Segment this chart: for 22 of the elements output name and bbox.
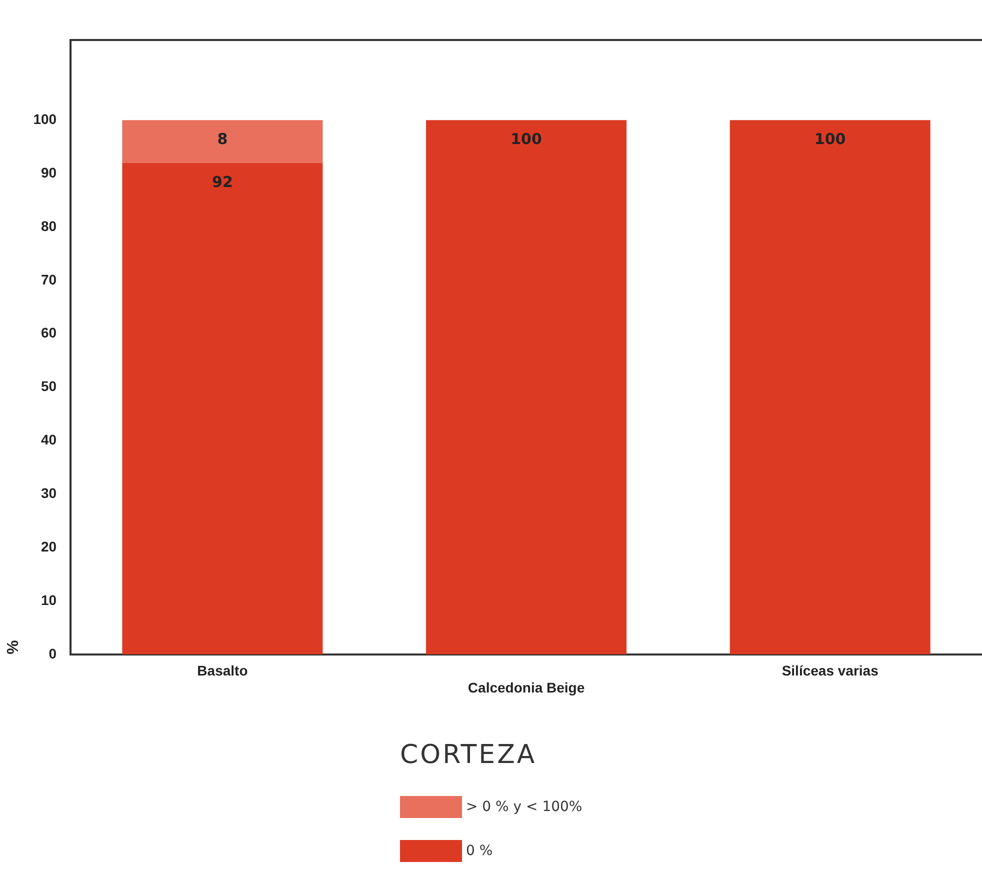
y-tick-label: 80 <box>40 218 57 234</box>
legend-label: 0 % <box>466 843 493 859</box>
y-tick-label: 20 <box>40 538 57 554</box>
data-label: 8 <box>217 130 228 148</box>
x-tick-label: Calcedonia Beige <box>468 679 585 696</box>
data-label: 100 <box>510 130 542 148</box>
y-tick-label: 0 <box>48 645 57 662</box>
legend-title: CORTEZA <box>400 740 538 770</box>
x-tick-label: Basalto <box>197 662 248 679</box>
y-tick-label: 40 <box>40 432 57 448</box>
x-tick-label: Silíceas varias <box>782 662 879 679</box>
y-tick-label: 90 <box>40 164 57 180</box>
y-tick-label: 10 <box>40 592 57 608</box>
y-tick-label: 70 <box>40 271 57 288</box>
y-tick-label: 100 <box>33 111 57 127</box>
data-label: 92 <box>212 172 233 191</box>
data-label: 100 <box>814 130 846 148</box>
y-tick-label: 30 <box>40 484 57 501</box>
y-axis-title: % <box>5 640 22 654</box>
legend-label: > 0 % y < 100% <box>466 799 582 815</box>
y-tick-label: 60 <box>40 324 57 341</box>
y-tick-label: 50 <box>40 378 57 394</box>
